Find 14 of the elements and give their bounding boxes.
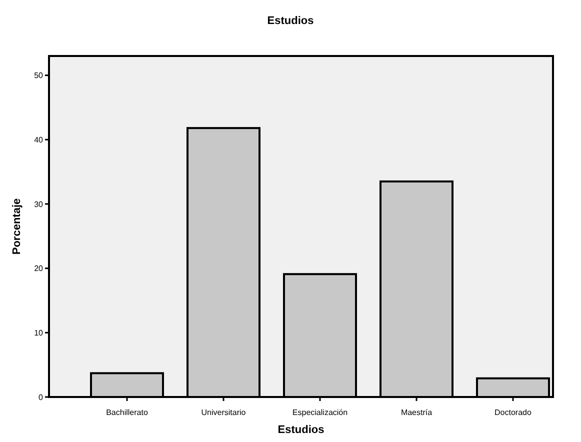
x-axis-title: Estudios bbox=[278, 424, 324, 436]
y-axis-title: Porcentaje bbox=[11, 198, 23, 255]
y-tick-label: 30 bbox=[34, 200, 44, 209]
x-tick-label: Especialización bbox=[292, 408, 348, 417]
x-tick-label: Universitario bbox=[201, 408, 246, 417]
y-tick-label: 20 bbox=[34, 264, 44, 274]
y-tick-label: 50 bbox=[34, 71, 44, 80]
x-tick-label: Bachillerato bbox=[106, 408, 148, 417]
chart-title: Estudios bbox=[267, 15, 314, 27]
y-tick-label: 10 bbox=[34, 328, 44, 338]
x-tick-label: Doctorado bbox=[494, 408, 532, 417]
x-tick-label: Maestría bbox=[400, 408, 433, 417]
y-tick-label: 40 bbox=[34, 135, 44, 144]
y-tick-label: 0 bbox=[38, 392, 44, 402]
